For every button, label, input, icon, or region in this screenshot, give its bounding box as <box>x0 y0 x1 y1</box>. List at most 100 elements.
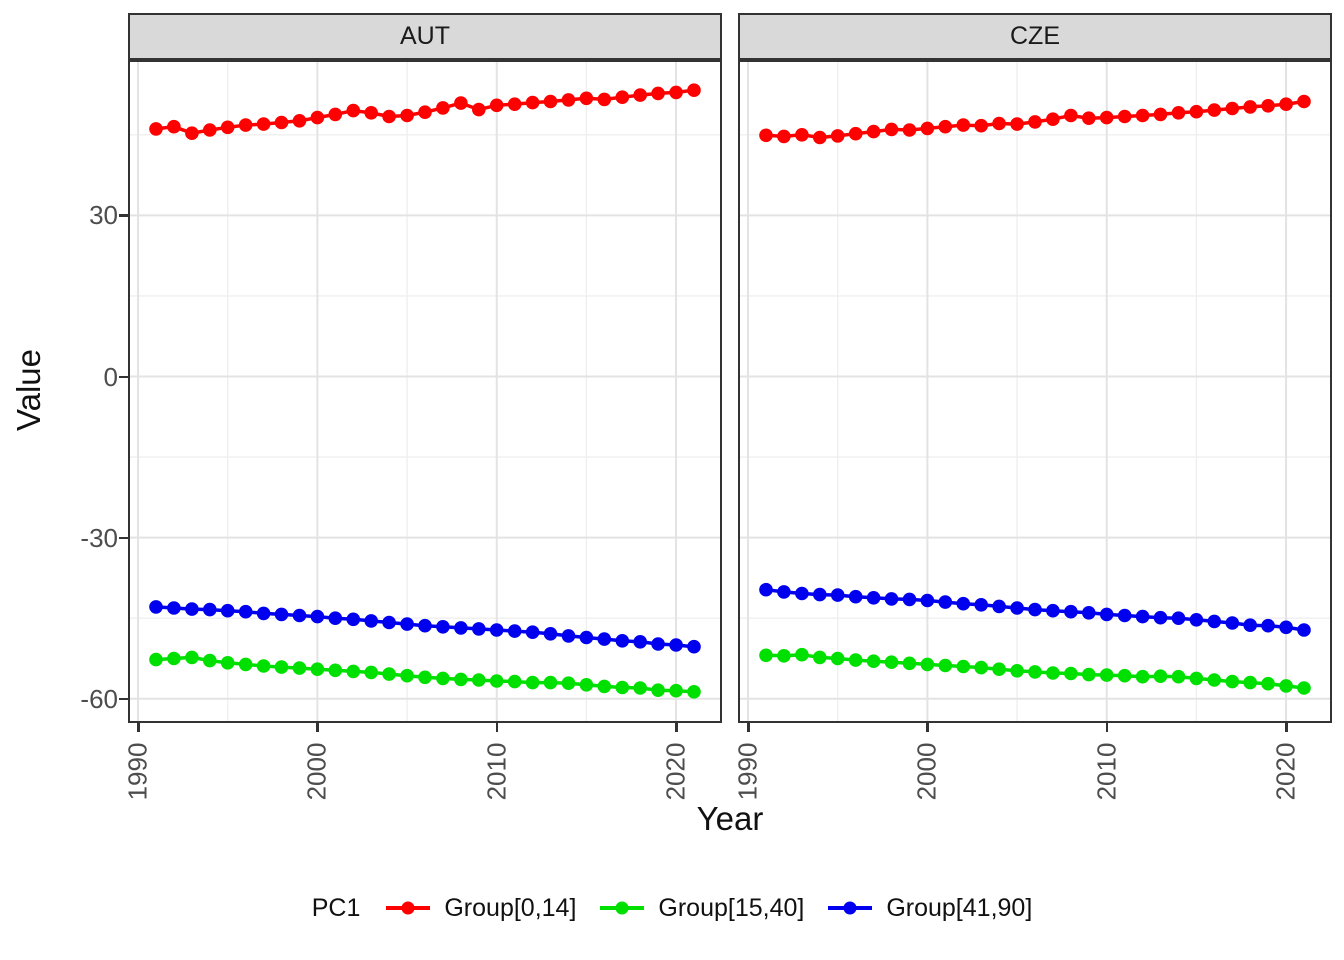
data-point <box>256 117 271 131</box>
data-point <box>848 589 863 604</box>
x-tick-label-text: 2020 <box>660 742 691 800</box>
data-point <box>956 596 971 611</box>
data-point <box>687 83 701 97</box>
data-point <box>203 653 217 668</box>
data-point <box>938 658 953 673</box>
data-point <box>454 672 468 687</box>
data-point <box>274 115 289 130</box>
data-point <box>1117 668 1132 683</box>
data-point <box>238 604 253 619</box>
data-point <box>1189 613 1204 627</box>
data-point <box>364 614 378 628</box>
x-tick-mark <box>137 723 140 732</box>
data-point <box>597 632 612 646</box>
data-point <box>759 582 773 597</box>
data-point <box>1261 676 1275 691</box>
data-point <box>759 128 773 143</box>
data-point <box>615 634 630 648</box>
x-tick-mark <box>495 723 499 732</box>
data-point <box>956 659 971 674</box>
data-point <box>149 600 163 614</box>
data-point <box>525 675 540 690</box>
data-point <box>1153 107 1168 122</box>
data-point <box>866 654 881 668</box>
data-point <box>884 122 899 137</box>
data-point <box>203 123 217 137</box>
data-point <box>669 683 683 698</box>
data-point <box>525 625 540 639</box>
data-point <box>974 598 988 612</box>
data-point <box>1010 664 1024 678</box>
legend-item-group-41-90: Group[41,90] <box>826 894 1032 923</box>
data-point <box>1135 609 1150 624</box>
data-point <box>633 635 647 649</box>
data-point <box>1028 115 1042 129</box>
data-point <box>310 662 325 676</box>
data-point <box>974 660 988 675</box>
data-point <box>400 617 414 631</box>
y-axis-title: Value <box>10 349 48 431</box>
data-point <box>687 639 701 654</box>
data-point <box>1171 106 1186 120</box>
data-point <box>884 655 899 669</box>
data-point <box>561 93 576 107</box>
data-point <box>615 680 630 695</box>
data-point <box>256 606 271 621</box>
data-point <box>167 119 181 134</box>
x-tick-label-text: 2020 <box>1270 742 1301 800</box>
data-point <box>274 660 289 674</box>
data-point <box>974 118 988 133</box>
data-point <box>615 90 630 104</box>
panel-border <box>128 60 722 723</box>
x-tick-label-text: 2010 <box>481 742 512 800</box>
data-point <box>830 588 845 602</box>
data-point <box>238 657 253 672</box>
data-point <box>292 661 307 675</box>
y-tick-label: -30 <box>80 522 118 553</box>
data-point <box>185 126 199 140</box>
data-point <box>328 611 343 625</box>
x-tick-label: 2020 <box>661 736 691 806</box>
data-point <box>795 128 809 142</box>
data-point <box>1225 674 1240 689</box>
x-axis-title: Year <box>696 800 764 837</box>
legend-title: PC1 <box>311 893 361 922</box>
data-point <box>364 665 378 680</box>
data-point <box>1135 669 1150 684</box>
data-point <box>992 116 1006 131</box>
data-point <box>274 607 289 622</box>
data-point <box>185 650 199 665</box>
data-point <box>795 647 809 662</box>
data-point <box>669 85 683 100</box>
data-point <box>669 638 683 652</box>
data-point <box>1010 601 1024 615</box>
x-tick-label: 2020 <box>1271 736 1301 806</box>
data-point <box>848 653 863 667</box>
data-point <box>902 123 917 137</box>
data-point <box>1153 610 1168 625</box>
x-tick-label-text: 2000 <box>301 742 332 800</box>
data-point <box>346 664 361 679</box>
data-point <box>777 649 791 663</box>
data-point <box>507 624 522 638</box>
facet-strip-cze-label: CZE <box>1010 22 1060 50</box>
data-point <box>1064 108 1078 123</box>
data-point <box>1064 666 1078 681</box>
data-point <box>436 620 450 634</box>
data-point <box>830 129 845 143</box>
data-point <box>220 120 235 135</box>
y-tick-mark <box>119 375 128 378</box>
data-point <box>489 674 504 688</box>
legend-item-group-0-14: Group[0,14] <box>384 894 576 923</box>
data-point <box>346 612 361 627</box>
data-point <box>579 630 594 645</box>
data-point <box>1279 620 1293 635</box>
data-point <box>1207 103 1222 117</box>
data-point <box>1046 666 1060 680</box>
panel-border <box>738 60 1332 723</box>
data-point <box>418 618 432 633</box>
data-point <box>489 98 504 113</box>
data-point <box>1243 618 1257 632</box>
data-point <box>525 95 540 110</box>
data-point <box>579 91 594 106</box>
